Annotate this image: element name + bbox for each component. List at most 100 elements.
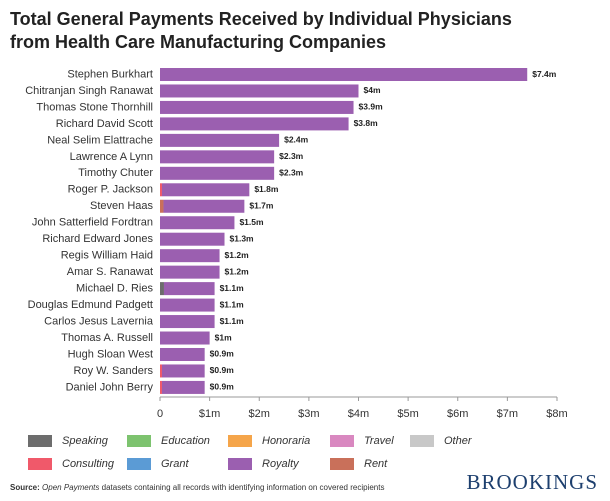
legend-label: Education bbox=[161, 435, 210, 447]
bar-segment bbox=[160, 364, 162, 378]
value-label: $1.3m bbox=[230, 233, 255, 243]
legend-label: Grant bbox=[161, 458, 189, 470]
category-label: Timothy Chuter bbox=[78, 167, 153, 179]
value-label: $1m bbox=[215, 332, 232, 342]
source: Source: Open Payments datasets containin… bbox=[10, 483, 384, 492]
bar-segment bbox=[160, 347, 205, 361]
category-label: Roy W. Sanders bbox=[74, 365, 154, 377]
value-label: $2.3m bbox=[279, 151, 304, 161]
x-tick-label: $4m bbox=[348, 408, 369, 420]
legend-label: Speaking bbox=[62, 435, 109, 447]
brand: BROOKINGS bbox=[466, 470, 598, 494]
legend-swatch bbox=[228, 458, 252, 470]
x-tick-label: $3m bbox=[298, 408, 319, 420]
source-text: datasets containing all records with ide… bbox=[99, 483, 384, 492]
chart-title: Total General Payments Received by Indiv… bbox=[10, 9, 512, 29]
category-label: John Satterfield Fordtran bbox=[32, 217, 153, 229]
value-label: $3.8m bbox=[354, 118, 379, 128]
x-tick-label: $6m bbox=[447, 408, 468, 420]
value-label: $2.4m bbox=[284, 135, 309, 145]
bar-segment bbox=[160, 100, 354, 114]
category-label: Lawrence A Lynn bbox=[70, 151, 153, 163]
bar-segment bbox=[161, 183, 250, 197]
legend-swatch bbox=[410, 435, 434, 447]
x-tick-label: $8m bbox=[546, 408, 567, 420]
bar-segment bbox=[161, 380, 205, 394]
legend-label: Consulting bbox=[62, 458, 115, 470]
value-label: $1.5m bbox=[239, 217, 264, 227]
category-label: Douglas Edmund Padgett bbox=[28, 299, 153, 311]
bar-segment bbox=[160, 216, 235, 230]
bar-segment bbox=[160, 315, 215, 329]
legend-label: Honoraria bbox=[262, 435, 310, 447]
value-label: $0.9m bbox=[210, 349, 235, 359]
value-label: $1.2m bbox=[225, 266, 250, 276]
bar-segment bbox=[160, 380, 162, 394]
bar-segment bbox=[163, 282, 215, 296]
value-label: $7.4m bbox=[532, 69, 557, 79]
x-tick-label: $7m bbox=[497, 408, 518, 420]
category-label: Thomas Stone Thornhill bbox=[36, 101, 153, 113]
legend-swatch bbox=[330, 435, 354, 447]
category-label: Daniel John Berry bbox=[66, 381, 154, 393]
value-label: $1.2m bbox=[225, 250, 250, 260]
bar-segment bbox=[160, 298, 215, 312]
bar-segment bbox=[160, 232, 225, 246]
bar-segment bbox=[160, 133, 280, 147]
category-label: Michael D. Ries bbox=[76, 283, 154, 295]
category-label: Hugh Sloan West bbox=[68, 348, 153, 360]
legend-label: Travel bbox=[364, 435, 394, 447]
legend-label: Royalty bbox=[262, 458, 300, 470]
value-label: $1.1m bbox=[220, 316, 245, 326]
x-tick-label: $1m bbox=[199, 408, 220, 420]
value-label: $1.1m bbox=[220, 283, 245, 293]
bar-segment bbox=[161, 364, 205, 378]
source-label: Source: bbox=[10, 483, 40, 492]
category-label: Stephen Burkhart bbox=[67, 68, 153, 80]
legend-swatch bbox=[28, 458, 52, 470]
value-label: $1.1m bbox=[220, 299, 245, 309]
bar-segment bbox=[160, 331, 210, 345]
bar-segment bbox=[160, 117, 349, 131]
category-label: Chitranjan Singh Ranawat bbox=[25, 85, 153, 97]
value-label: $4m bbox=[364, 85, 381, 95]
bar-segment bbox=[160, 68, 528, 81]
bar-segment bbox=[163, 199, 245, 213]
value-label: $0.9m bbox=[210, 382, 235, 392]
category-label: Steven Haas bbox=[90, 200, 153, 212]
legend-label: Other bbox=[444, 435, 473, 447]
source-italic: Open Payments bbox=[42, 483, 99, 492]
category-label: Regis William Haid bbox=[61, 250, 153, 262]
legend-swatch bbox=[330, 458, 354, 470]
category-label: Richard David Scott bbox=[56, 118, 153, 130]
bar-segment bbox=[160, 265, 220, 279]
value-label: $1.7m bbox=[249, 201, 274, 211]
category-label: Thomas A. Russell bbox=[61, 332, 153, 344]
value-label: $2.3m bbox=[279, 168, 304, 178]
legend-label: Rent bbox=[364, 458, 388, 470]
bar-segment bbox=[160, 199, 164, 213]
legend-swatch bbox=[127, 435, 151, 447]
category-label: Carlos Jesus Lavernia bbox=[44, 315, 154, 327]
value-label: $3.9m bbox=[359, 102, 384, 112]
bar-segment bbox=[160, 166, 275, 180]
chart-title: from Health Care Manufacturing Companies bbox=[10, 32, 386, 52]
bar-segment bbox=[160, 84, 359, 98]
bar-segment bbox=[160, 249, 220, 263]
x-tick-label: $2m bbox=[249, 408, 270, 420]
value-label: $0.9m bbox=[210, 365, 235, 375]
bar-segment bbox=[160, 282, 164, 296]
legend-swatch bbox=[28, 435, 52, 447]
legend-swatch bbox=[127, 458, 151, 470]
category-label: Richard Edward Jones bbox=[42, 233, 153, 245]
x-tick-label: $5m bbox=[397, 408, 418, 420]
value-label: $1.8m bbox=[254, 184, 279, 194]
category-label: Neal Selim Elattrache bbox=[47, 134, 153, 146]
bar-segment bbox=[160, 150, 275, 164]
category-label: Amar S. Ranawat bbox=[67, 266, 153, 278]
bar-segment bbox=[160, 183, 162, 197]
x-tick-label: 0 bbox=[157, 408, 163, 420]
category-label: Roger P. Jackson bbox=[68, 184, 153, 196]
legend-swatch bbox=[228, 435, 252, 447]
